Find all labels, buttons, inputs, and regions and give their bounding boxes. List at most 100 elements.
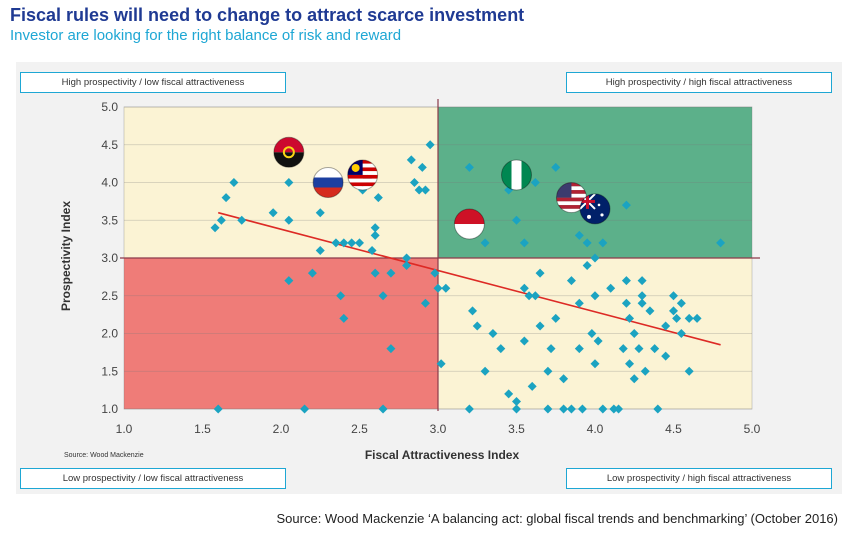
source-note: Source: Wood Mackenzie ‘A balancing act:…: [276, 511, 838, 526]
data-point: [430, 268, 440, 278]
data-points: [210, 140, 726, 414]
data-point: [684, 366, 694, 376]
x-tick-label: 2.0: [273, 422, 290, 436]
data-point: [512, 215, 521, 225]
y-tick-labels: 1.0 1.5 2.0 2.5 3.0 3.5 4.0 4.5 5.0: [101, 100, 118, 416]
data-point: [629, 374, 639, 384]
page-subtitle: Investor are looking for the right balan…: [10, 27, 402, 44]
data-point: [645, 306, 655, 316]
x-tick-label: 5.0: [744, 422, 761, 436]
quadrant-top-left: [124, 107, 438, 258]
data-point: [464, 404, 474, 414]
data-point: [621, 276, 631, 286]
data-point: [593, 336, 603, 346]
data-point: [519, 238, 529, 248]
x-tick-label: 3.5: [508, 422, 525, 436]
data-point: [367, 245, 377, 255]
data-point: [546, 344, 556, 354]
data-point: [237, 215, 247, 225]
data-point: [621, 200, 631, 210]
data-point: [598, 238, 608, 248]
data-point: [676, 298, 686, 308]
data-point: [347, 238, 357, 248]
data-point: [676, 329, 686, 338]
data-point: [650, 344, 660, 354]
data-point: [587, 329, 597, 338]
data-point: [559, 404, 569, 414]
indonesia-flag-icon: [453, 208, 485, 240]
data-point: [629, 329, 639, 338]
y-tick-label: 5.0: [101, 100, 118, 114]
data-point: [386, 344, 396, 354]
page-title: Fiscal rules will need to change to attr…: [10, 5, 525, 25]
data-point: [268, 208, 278, 218]
y-tick-label: 4.0: [101, 176, 118, 190]
data-point: [577, 404, 587, 414]
data-point: [512, 396, 521, 406]
y-tick-label: 1.5: [101, 364, 118, 378]
y-tick-label: 3.5: [101, 213, 118, 227]
data-point: [614, 404, 624, 414]
data-point: [684, 313, 694, 323]
data-point: [566, 276, 576, 286]
data-point: [406, 155, 416, 165]
data-point: [284, 178, 294, 187]
quadrant-label-top-left: High prospectivity / low fiscal attracti…: [20, 72, 286, 93]
data-point: [692, 313, 702, 323]
data-point: [336, 291, 346, 301]
data-point: [464, 162, 474, 172]
data-point: [598, 404, 608, 414]
data-point: [402, 253, 412, 263]
data-point: [640, 366, 650, 376]
data-point: [315, 245, 325, 255]
x-tick-label: 4.0: [587, 422, 604, 436]
data-point: [420, 185, 430, 195]
data-point: [637, 276, 647, 286]
data-point: [574, 344, 584, 354]
quadrant-bottom-left: [124, 258, 438, 409]
data-point: [433, 283, 443, 293]
data-point: [661, 351, 671, 361]
quadrant-label-bottom-left: Low prospectivity / low fiscal attractiv…: [20, 468, 286, 489]
data-point: [621, 298, 631, 308]
data-point: [519, 283, 529, 293]
russia-flag-icon: [312, 167, 344, 198]
data-point: [409, 178, 419, 187]
data-point: [590, 359, 600, 369]
x-tick-labels: 1.0 1.5 2.0 2.5 3.0 3.5 4.0 4.5 5.0: [116, 422, 761, 436]
y-tick-label: 1.0: [101, 402, 118, 416]
data-point: [414, 185, 424, 195]
data-point: [307, 268, 317, 278]
data-point: [566, 404, 576, 414]
y-tick-label: 4.5: [101, 138, 118, 152]
data-point: [590, 253, 600, 263]
data-point: [370, 230, 380, 240]
data-point: [386, 268, 396, 278]
data-point: [420, 298, 430, 308]
data-point: [300, 404, 310, 414]
data-point: [634, 344, 644, 354]
data-point: [582, 238, 592, 248]
data-point: [625, 359, 635, 369]
quadrant-label-bottom-right: Low prospectivity / high fiscal attracti…: [566, 468, 832, 489]
data-point: [527, 381, 537, 391]
data-point: [417, 162, 427, 172]
data-point: [221, 193, 231, 203]
data-point: [609, 404, 619, 414]
x-tick-label: 1.5: [194, 422, 211, 436]
data-point: [669, 291, 678, 301]
data-point: [653, 404, 663, 414]
x-axis-label: Fiscal Attractiveness Index: [365, 448, 520, 462]
data-point: [339, 313, 349, 323]
data-point: [370, 268, 380, 278]
data-point: [402, 261, 412, 271]
data-point: [210, 223, 220, 233]
data-point: [378, 291, 388, 301]
data-point: [543, 404, 553, 414]
data-point: [625, 313, 635, 323]
data-point: [373, 193, 383, 203]
y-tick-label: 2.0: [101, 327, 118, 341]
y-axis-label: Prospectivity Index: [59, 201, 73, 311]
source-small: Source: Wood Mackenzie: [64, 452, 144, 459]
